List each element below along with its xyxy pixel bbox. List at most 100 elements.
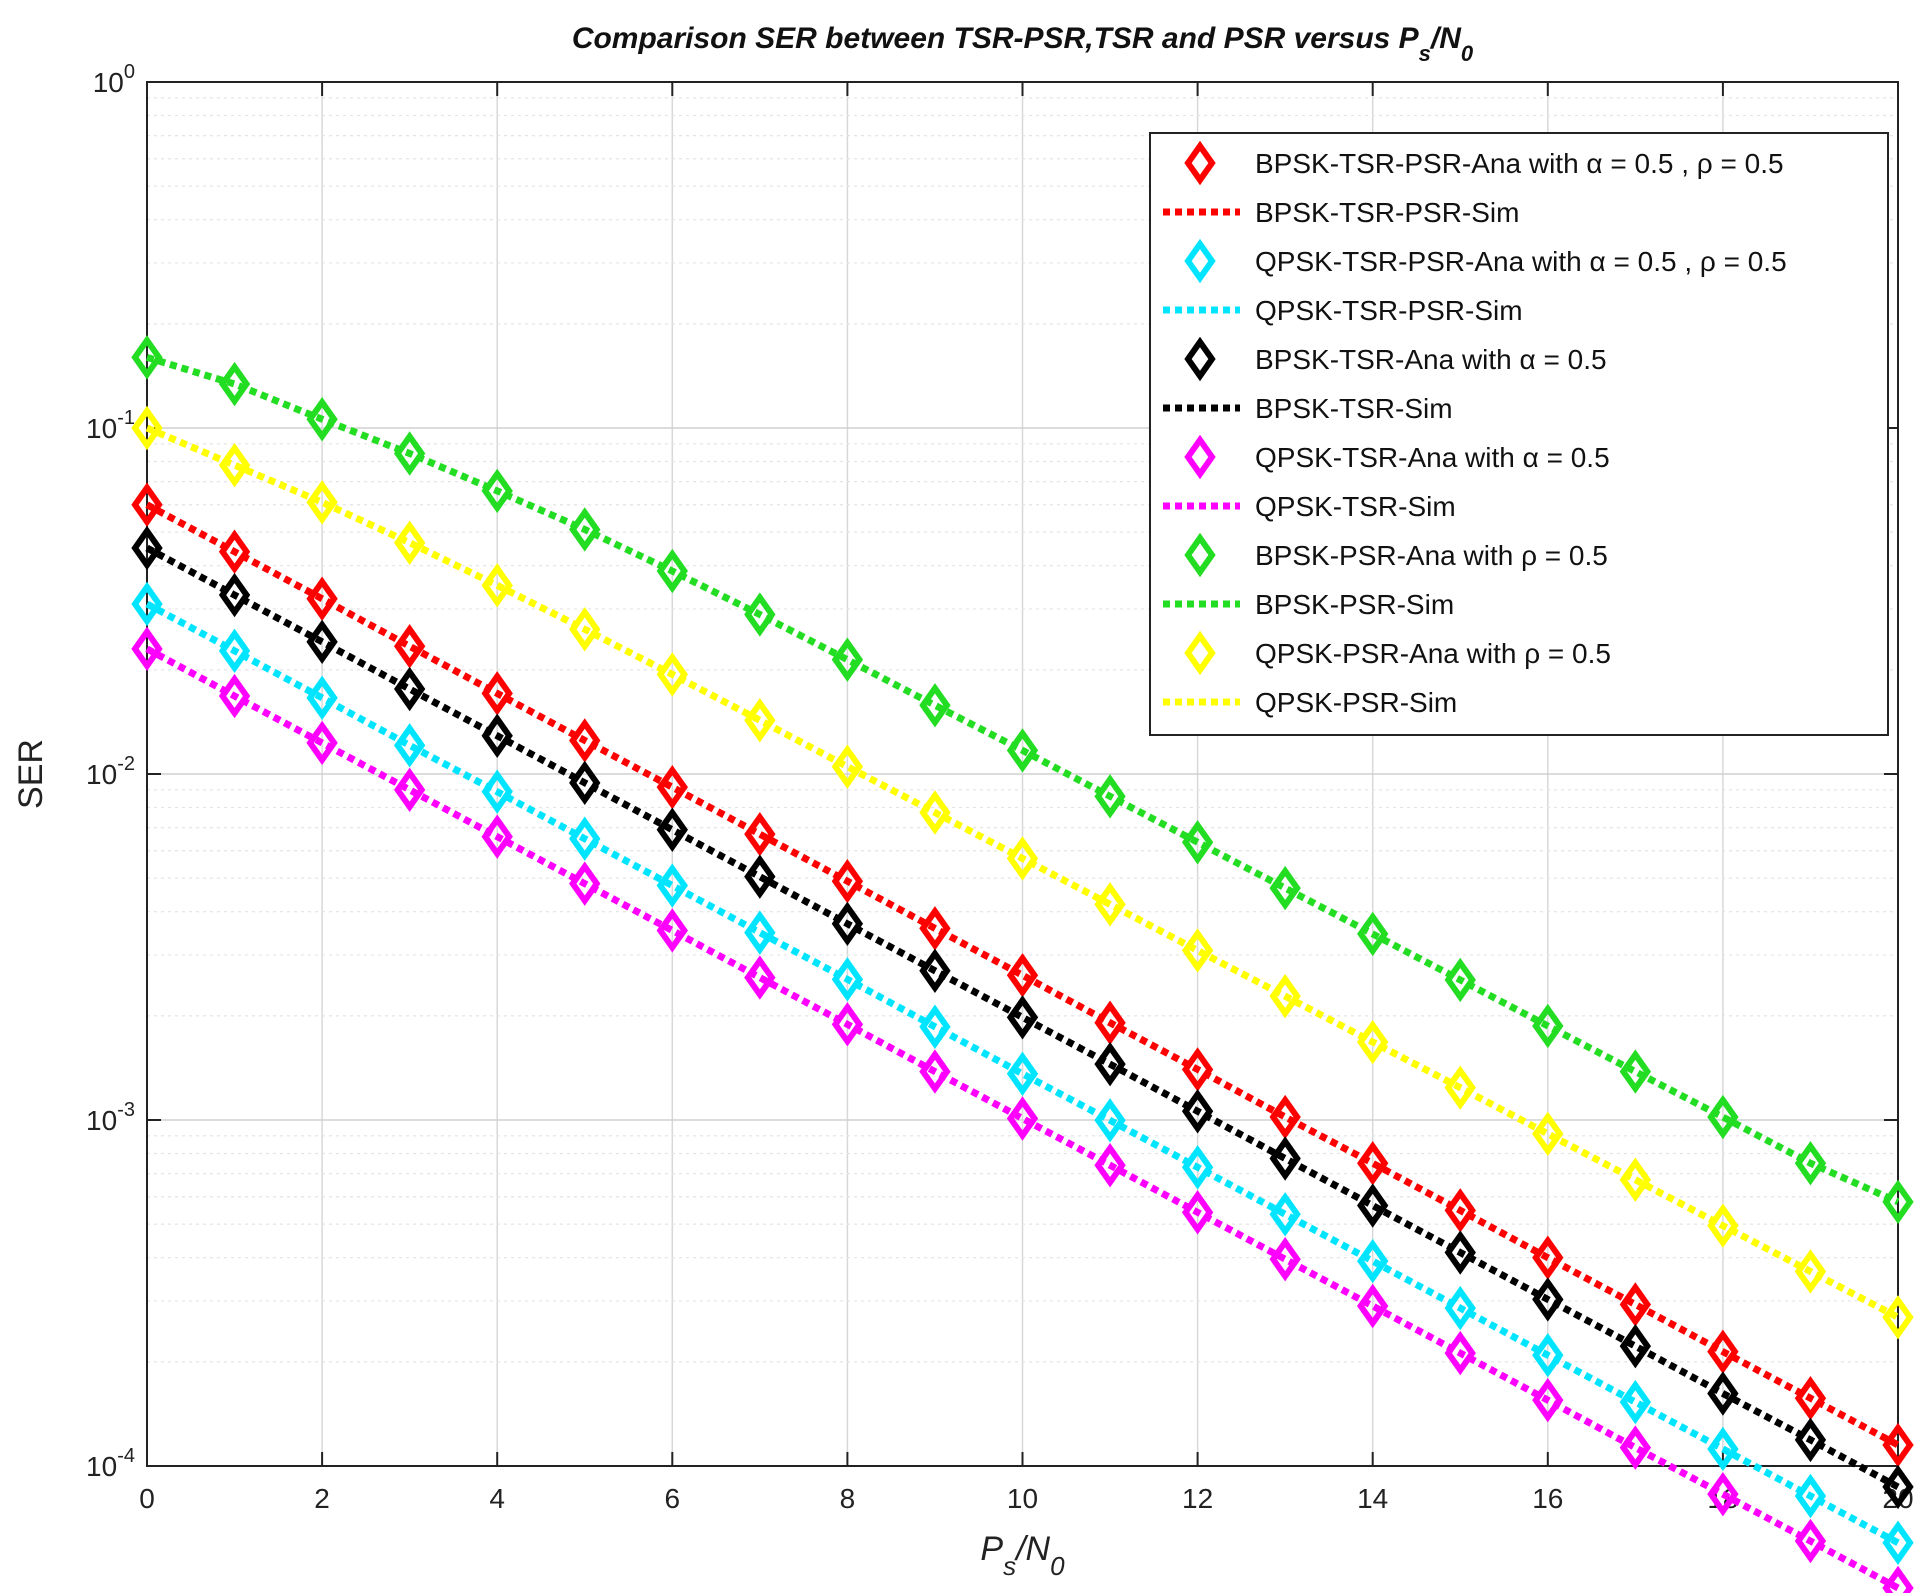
legend-label-sim: BPSK-TSR-PSR-Sim xyxy=(1255,197,1519,228)
ana-marker xyxy=(1794,1141,1827,1186)
ana-marker xyxy=(831,957,864,1002)
ana-marker xyxy=(656,764,688,810)
y-axis-label: SER xyxy=(12,739,50,809)
legend-label-ana: BPSK-TSR-PSR-Ana with α = 0.5 , ρ = 0.5 xyxy=(1255,148,1784,179)
ana-marker xyxy=(131,405,163,451)
ana-marker xyxy=(1532,1235,1564,1280)
sim-line xyxy=(145,501,1900,1449)
ana-marker xyxy=(569,607,601,652)
legend-item-sim: BPSK-PSR-Sim xyxy=(1163,589,1454,620)
ana-marker xyxy=(1794,1249,1827,1294)
ana-marker xyxy=(1794,1376,1827,1421)
ana-marker xyxy=(656,548,688,594)
ana-marker xyxy=(306,397,338,442)
ana-marker xyxy=(569,760,601,806)
y-tick-label: 10-2 xyxy=(86,753,135,790)
x-axis-label: Ps/N0 xyxy=(980,1530,1065,1581)
ana-marker xyxy=(481,468,513,514)
ana-marker xyxy=(831,858,864,904)
ana-marker xyxy=(1619,1323,1652,1369)
ana-marker xyxy=(481,814,513,859)
legend-marker xyxy=(1184,336,1216,382)
x-tick-label: 4 xyxy=(489,1483,505,1514)
legend-marker xyxy=(1184,140,1216,186)
chart-title: Comparison SER between TSR-PSR,TSR and P… xyxy=(572,22,1474,66)
ana-marker xyxy=(569,718,601,763)
ana-marker xyxy=(1269,973,1301,1019)
ana-marker xyxy=(1882,1464,1914,1510)
ana-marker xyxy=(744,955,776,1000)
series-BPSK-TSR-PSR xyxy=(131,482,1914,1468)
ana-marker xyxy=(1094,882,1126,927)
series-group xyxy=(131,335,1914,1593)
ana-marker xyxy=(569,816,601,861)
ana-marker xyxy=(1357,911,1389,957)
ana-marker xyxy=(1532,1333,1564,1378)
ana-marker xyxy=(656,807,688,852)
legend-label-ana: QPSK-TSR-PSR-Ana with α = 0.5 , ρ = 0.5 xyxy=(1255,246,1787,277)
ana-marker xyxy=(656,863,688,908)
ana-marker xyxy=(131,581,163,627)
legend-label-sim: QPSK-TSR-Sim xyxy=(1255,491,1456,522)
legend: BPSK-TSR-PSR-Ana with α = 0.5 , ρ = 0.5 B… xyxy=(1149,132,1889,736)
ana-marker xyxy=(656,908,688,953)
legend-items: BPSK-TSR-PSR-Ana with α = 0.5 , ρ = 0.5 B… xyxy=(1163,140,1787,718)
ana-marker xyxy=(831,1002,864,1047)
ana-marker xyxy=(1707,1371,1739,1416)
ana-marker xyxy=(744,811,776,857)
sim-line xyxy=(145,354,1900,1206)
legend-item-sim: QPSK-TSR-PSR-Sim xyxy=(1163,295,1523,326)
ana-marker xyxy=(919,948,951,993)
ana-marker xyxy=(1619,1157,1652,1202)
legend-marker xyxy=(1184,630,1216,676)
ana-marker xyxy=(1532,1111,1564,1157)
ana-marker xyxy=(1882,1179,1914,1225)
ana-marker xyxy=(393,767,426,813)
y-tick-label: 10-3 xyxy=(86,1099,135,1136)
legend-label-ana: BPSK-TSR-Ana with α = 0.5 xyxy=(1255,344,1607,375)
ana-marker xyxy=(1181,1145,1214,1190)
legend-label-ana: BPSK-PSR-Ana with ρ = 0.5 xyxy=(1255,540,1608,571)
ana-marker xyxy=(218,442,251,488)
ana-marker xyxy=(1707,1426,1739,1472)
legend-item-sim: QPSK-PSR-Sim xyxy=(1163,687,1457,718)
ana-marker xyxy=(1707,1329,1739,1374)
y-tick-label: 100 xyxy=(93,61,135,98)
ana-marker xyxy=(481,563,513,608)
ana-marker xyxy=(1619,1379,1652,1425)
ana-marker xyxy=(919,1049,951,1094)
legend-label-sim: QPSK-PSR-Sim xyxy=(1255,687,1457,718)
ana-marker xyxy=(919,906,951,951)
ana-marker xyxy=(1619,1049,1652,1094)
series-QPSK-TSR xyxy=(131,626,1914,1593)
ana-marker xyxy=(218,673,251,719)
legend-label-ana: QPSK-PSR-Ana with ρ = 0.5 xyxy=(1255,638,1611,669)
ana-marker xyxy=(1707,1203,1739,1248)
ana-marker xyxy=(393,520,426,565)
ana-marker xyxy=(831,744,864,789)
ana-marker xyxy=(1006,1051,1039,1096)
ana-marker xyxy=(1094,1041,1126,1087)
ana-marker xyxy=(1794,1518,1827,1564)
legend-item-sim: BPSK-TSR-PSR-Sim xyxy=(1163,197,1519,228)
legend-item-ana: QPSK-TSR-PSR-Ana with α = 0.5 , ρ = 0.5 xyxy=(1184,238,1787,284)
ana-marker xyxy=(481,713,513,758)
ana-marker xyxy=(1357,1019,1389,1065)
ana-marker xyxy=(1357,1238,1389,1284)
series-BPSK-PSR xyxy=(131,335,1914,1225)
legend-label-sim: BPSK-TSR-Sim xyxy=(1255,393,1453,424)
ana-marker xyxy=(1444,957,1476,1003)
legend-item-sim: QPSK-TSR-Sim xyxy=(1163,491,1456,522)
ana-marker xyxy=(393,624,426,669)
ana-marker xyxy=(306,576,338,621)
ana-marker xyxy=(393,666,426,712)
ana-marker xyxy=(1006,836,1039,881)
y-tick-label: 10-1 xyxy=(86,407,135,444)
x-tick-label: 8 xyxy=(840,1483,856,1514)
ana-marker xyxy=(393,723,426,768)
ana-marker xyxy=(919,683,951,728)
ana-marker xyxy=(1444,1188,1476,1233)
x-tick-label: 14 xyxy=(1357,1483,1388,1514)
ana-marker xyxy=(744,592,776,637)
